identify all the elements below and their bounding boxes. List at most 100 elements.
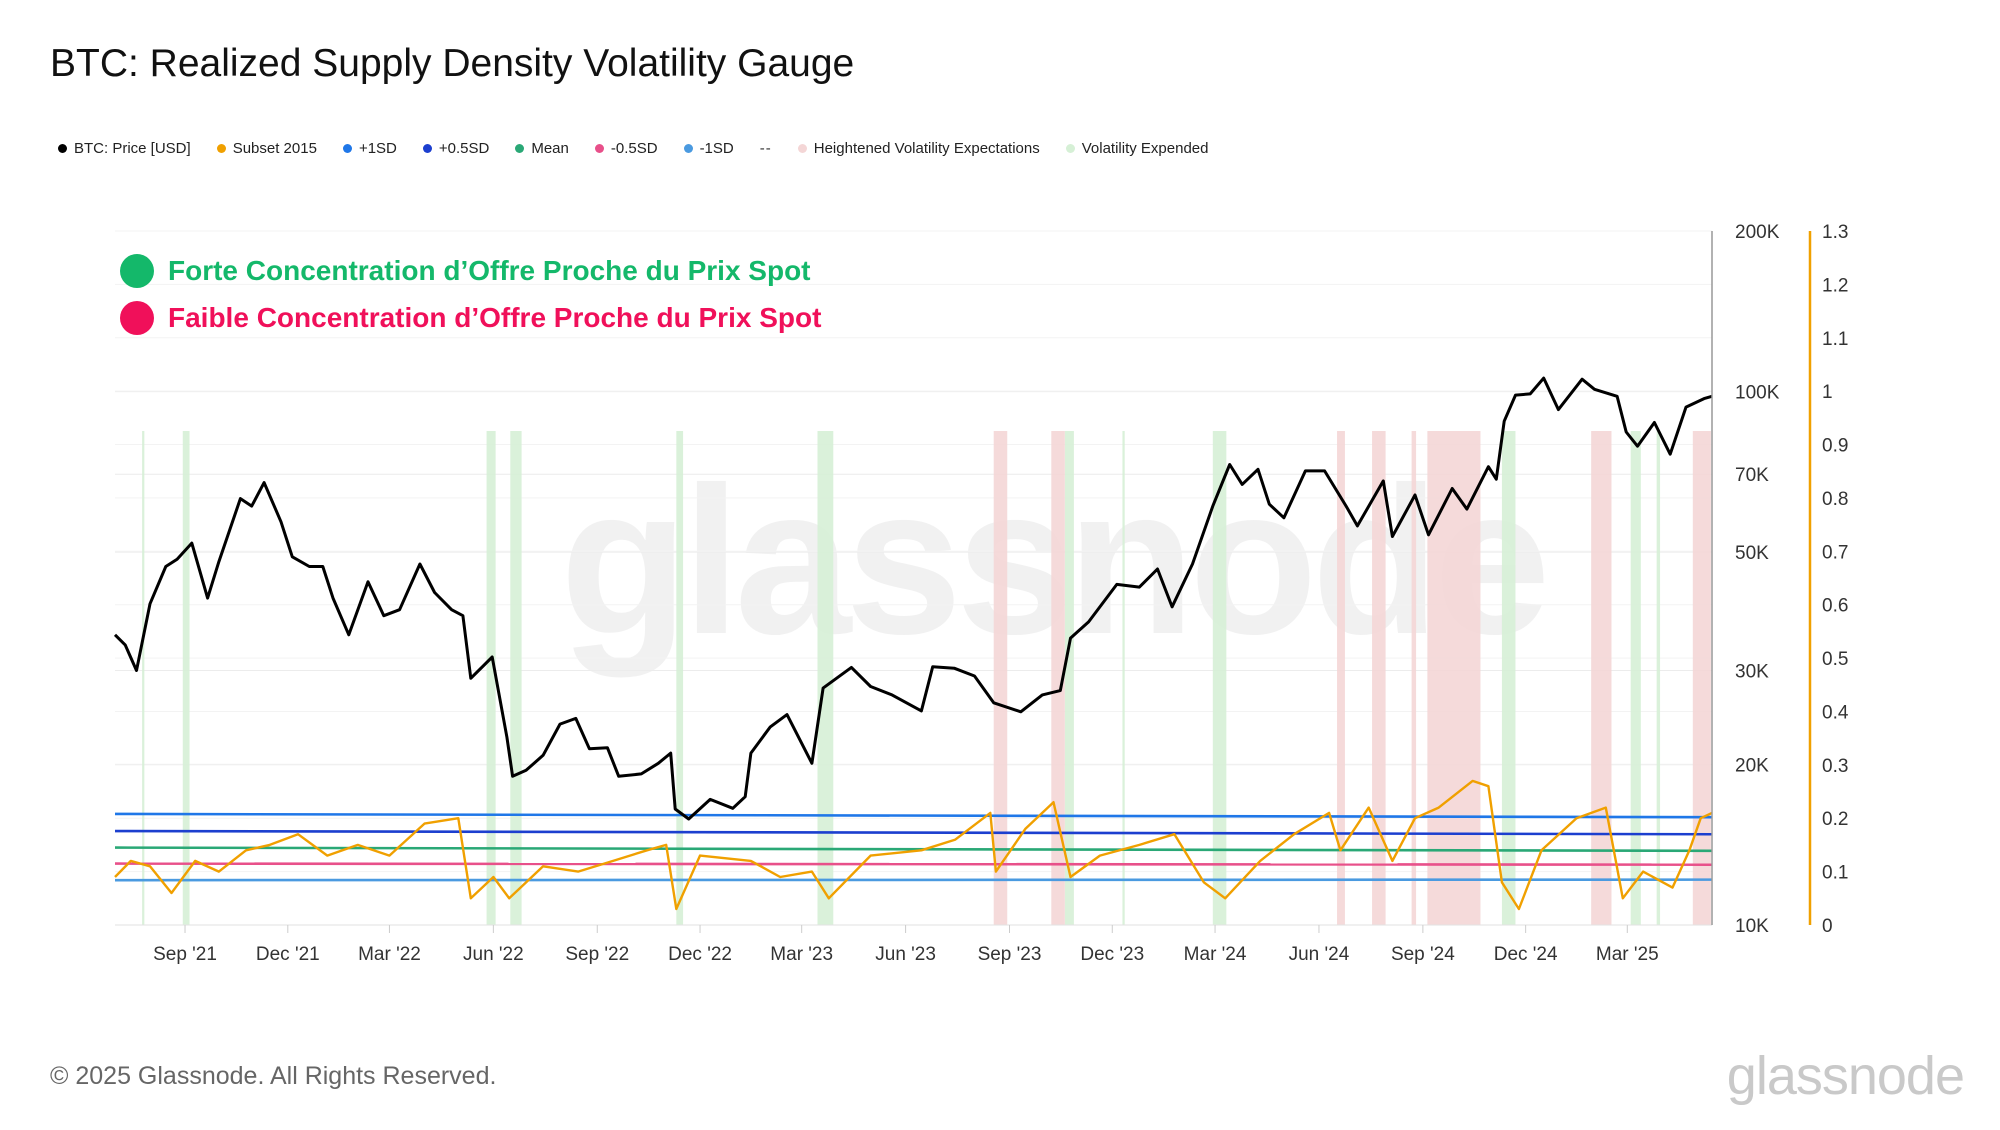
left-axis-label: 70K [1735,465,1769,486]
x-tick-label: Mar '24 [1184,944,1247,965]
right-axis-label: 0.5 [1822,649,1848,670]
glassnode-logo: glassnode [1726,1046,1965,1106]
copyright-footer: © 2025 Glassnode. All Rights Reserved. [50,1062,497,1090]
legend-dot-icon [58,144,67,153]
band-line-mean [114,846,1713,853]
volatility-expended-region [1656,431,1661,925]
x-tick-label: Jun '22 [463,944,524,965]
heightened-volatility-region [1411,431,1417,925]
chart-legend: BTC: Price [USD] Subset 2015 +1SD +0.5SD Mea… [58,140,1209,157]
pink-dot-icon [120,301,154,335]
legend-dot-icon [342,144,352,153]
annotation-strong-text: Forte Concentration d’Offre Proche du Pr… [168,255,811,286]
legend-label: +0.5SD [438,140,490,157]
x-tick-label: Sep '24 [1391,944,1455,965]
legend-dot-icon [797,144,807,153]
legend-item[interactable]: -- [760,140,772,157]
left-axis-label: 30K [1735,661,1769,682]
x-tick-label: Dec '22 [668,944,732,965]
x-tick-label: Jun '24 [1289,944,1350,965]
x-tick-label: Mar '22 [358,944,421,965]
right-axis-label: 0 [1822,916,1833,937]
legend-label: -- [759,140,772,157]
left-axis-label: 10K [1735,916,1769,937]
right-axis-label: 1.3 [1822,222,1848,243]
right-axis-label: 0.8 [1822,489,1848,510]
volatility-expended-region [486,431,496,925]
chart-title: BTC: Realized Supply Density Volatility … [50,42,855,85]
green-dot-icon [120,254,154,288]
heightened-volatility-region [1372,431,1386,925]
heightened-volatility-region [1692,431,1711,925]
legend-label: -1SD [699,140,734,157]
volatility-expended-region [510,431,522,925]
legend-dot-icon [594,144,604,153]
x-tick-label: Sep '22 [565,944,629,965]
volatility-expended-region [1630,431,1641,925]
x-tick-label: Sep '21 [153,944,217,965]
x-tick-label: Jun '23 [875,944,936,965]
volatility-expended-region [1212,431,1227,925]
legend-item[interactable]: Heightened Volatility Expectations [797,140,1040,157]
btc-price-line [113,376,1713,821]
band-line-1sd [114,878,1713,882]
volatility-expended-region [676,431,684,925]
x-tick-label: Mar '23 [770,944,833,965]
legend-dot-icon [683,144,693,153]
legend-label: BTC: Price [USD] [74,140,191,157]
left-axis-label: 200K [1735,222,1780,243]
band-line-05sd [114,862,1713,866]
volatility-expended-region [817,431,834,925]
right-axis-label: 1.1 [1822,329,1848,350]
legend-item[interactable]: BTC: Price [USD] [58,140,191,157]
volatility-expended-region [1501,431,1516,925]
legend-dot-icon [1065,144,1075,153]
legend-item[interactable]: Volatility Expended [1065,140,1209,157]
legend-item[interactable]: -1SD [683,140,734,157]
legend-dot-icon [216,144,226,153]
legend-item[interactable]: +1SD [342,140,397,157]
legend-dot-icon [515,144,525,153]
right-axis-label: 0.3 [1822,756,1848,777]
right-axis-label: 0.6 [1822,596,1848,617]
legend-label: Mean [531,140,569,157]
annotation-weak-concentration: Faible Concentration d’Offre Proche du P… [120,301,821,335]
x-tick-label: Mar '25 [1596,944,1659,965]
legend-label: Volatility Expended [1081,140,1209,157]
left-axis-label: 20K [1735,755,1769,776]
legend-item[interactable]: Subset 2015 [216,140,317,157]
right-axis-label: 1 [1822,382,1833,403]
legend-dot-icon [422,144,432,153]
annotation-strong-concentration: Forte Concentration d’Offre Proche du Pr… [120,254,811,288]
heightened-volatility-region [1427,431,1481,925]
annotation-weak-text: Faible Concentration d’Offre Proche du P… [168,302,822,333]
legend-item[interactable]: +0.5SD [422,140,490,157]
legend-label: -0.5SD [610,140,658,157]
volatility-expended-region [182,431,190,925]
right-axis-label: 0.4 [1822,702,1849,723]
heightened-volatility-region [1337,431,1345,925]
volatility-expended-region [142,431,145,925]
right-axis-label: 0.7 [1822,542,1848,563]
heightened-volatility-region [993,431,1008,925]
x-tick-label: Dec '23 [1080,944,1144,965]
legend-label: +1SD [358,140,397,157]
band-line-05sd [114,829,1713,836]
legend-item[interactable]: Mean [515,140,569,157]
right-axis-label: 1.2 [1822,275,1848,296]
heightened-volatility-region [1051,431,1065,925]
right-axis-label: 0.2 [1822,809,1848,830]
x-tick-label: Sep '23 [978,944,1042,965]
subset-2015-line [114,779,1713,911]
legend-item[interactable]: -0.5SD [594,140,658,157]
volatility-expended-region [1064,431,1074,925]
heightened-volatility-region [1591,431,1612,925]
x-tick-label: Dec '24 [1494,944,1558,965]
left-axis-label: 100K [1735,383,1780,404]
legend-label: Subset 2015 [232,140,317,157]
left-axis-label: 50K [1735,543,1769,564]
right-axis-label: 0.9 [1822,436,1848,457]
band-line-1sd [114,812,1713,819]
